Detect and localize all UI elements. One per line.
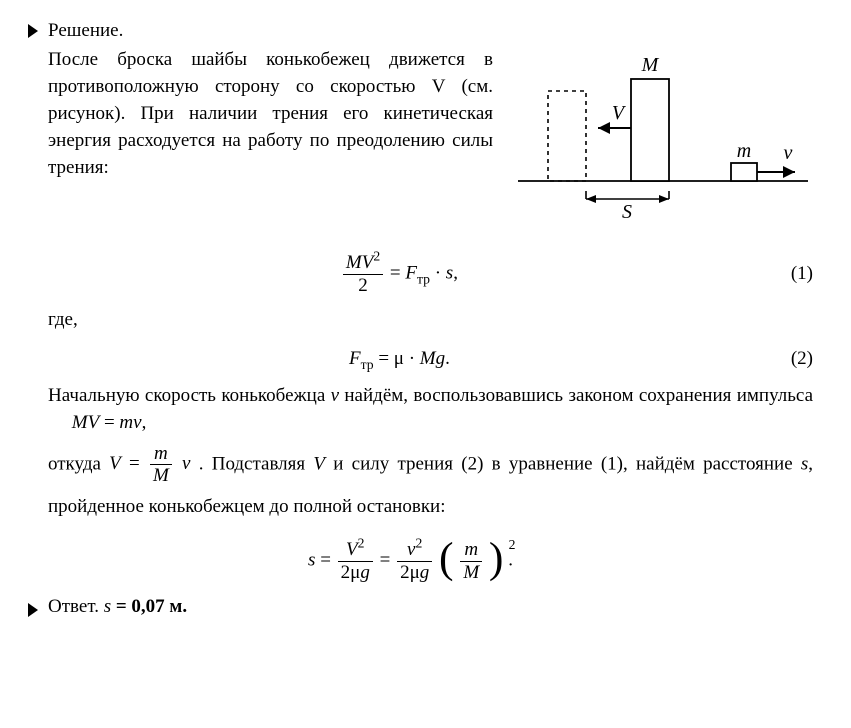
svg-text:S: S — [622, 201, 632, 223]
answer-row: Ответ. s = 0,07 м. — [28, 594, 813, 621]
paragraph-1: После броска шайбы конькобежец движется … — [48, 47, 493, 182]
equation-1: MV2 2 = Fтр · s, (1) — [28, 252, 813, 297]
solution-label: Решение. — [48, 18, 123, 45]
equation-1-number: (1) — [771, 261, 813, 288]
equation-2: Fтр = μ · Mg. (2) — [28, 346, 813, 373]
svg-text:m: m — [737, 140, 751, 162]
answer-label: Ответ. — [48, 596, 104, 617]
answer-value: = 0,07 м. — [116, 596, 187, 617]
svg-text:V: V — [612, 102, 627, 124]
paragraph-2: Начальную скорость конькобежца v найдём,… — [48, 383, 813, 437]
svg-text:v: v — [784, 142, 793, 164]
where-label: где, — [48, 307, 813, 334]
paragraph-3: откуда V = m M v . Подставляя V и силу т… — [48, 443, 813, 528]
svg-text:M: M — [641, 54, 660, 76]
equation-3: s = V2 2μg = v2 2μg ( m M ) 2 . — [28, 539, 813, 584]
triangle-icon — [28, 24, 38, 38]
answer-symbol: s — [104, 596, 111, 617]
solution-heading: Решение. — [28, 18, 813, 45]
physics-diagram: M V S m v — [513, 51, 813, 240]
equation-2-number: (2) — [771, 346, 813, 373]
triangle-icon — [28, 603, 38, 617]
